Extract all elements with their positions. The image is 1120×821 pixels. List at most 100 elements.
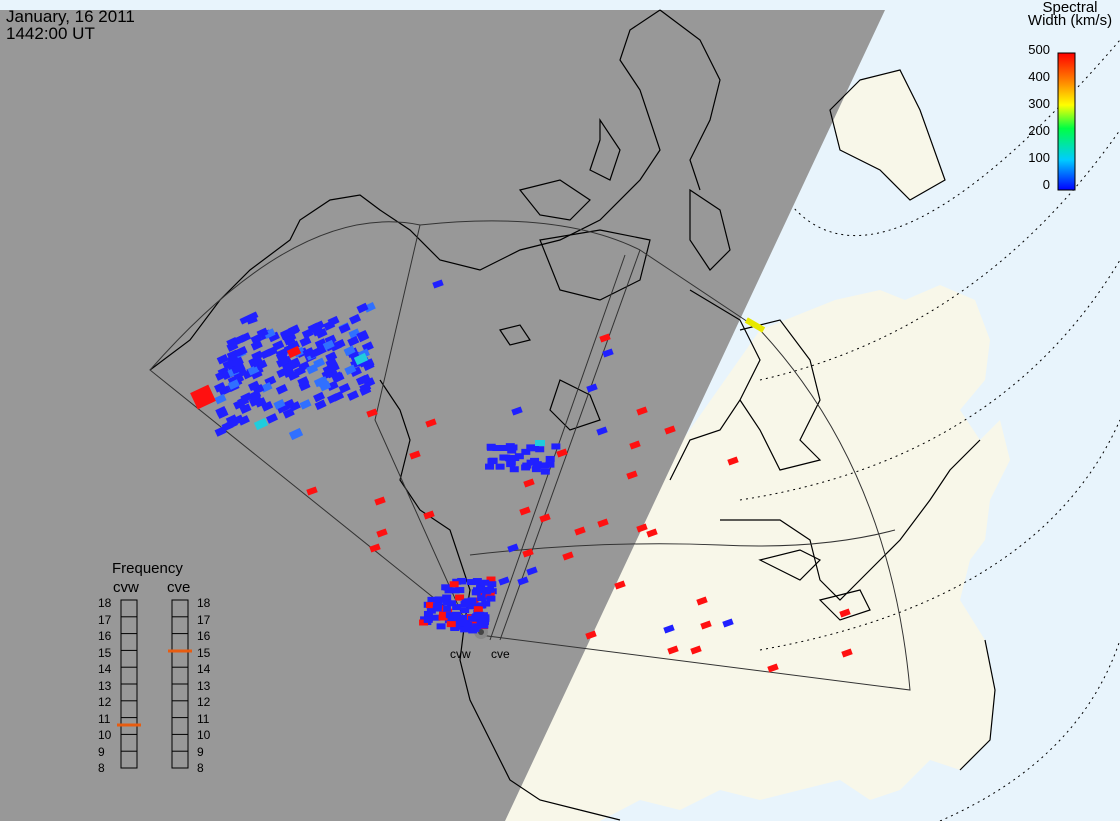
echo-cell [492,445,502,452]
echo-cell [486,576,496,583]
echo-cell [629,440,641,450]
echo-cell [480,579,490,586]
echo-cell [315,328,328,339]
echo-cell [767,663,779,673]
echo-cell [482,588,492,595]
echo-cell [526,566,538,576]
echo-cell [434,596,444,603]
echo-cell [280,328,293,340]
echo-cell [247,380,261,392]
echo-cell [376,528,388,538]
echo-cell [299,399,312,410]
echo-cell [436,623,446,630]
echo-cell [374,496,386,506]
echo-cell [313,376,326,388]
echo-cell [349,366,362,377]
echo-cell [487,581,497,588]
colorbar [1057,52,1076,191]
frequency-tick-r: 13 [197,678,211,693]
echo-cell [744,317,766,333]
time-label: 1442:00 UT [6,24,95,43]
echo-cell [327,393,340,404]
echo-cell [498,576,510,586]
echo-cell [239,403,252,415]
date-label: January, 16 2011 [6,7,135,26]
echo-cell [426,602,436,609]
echo-cell [539,513,551,523]
echo-cell [472,623,482,630]
echo-cell [442,599,452,606]
echo-cell [325,357,338,369]
echo-cell [450,587,460,594]
echo-cell [467,603,477,610]
echo-cell [727,456,739,466]
echo-cell [690,645,702,655]
echo-cell [722,618,734,628]
frequency-tick-l: 10 [98,728,112,742]
echo-cell [237,415,250,426]
colorbar-tick: 0 [1042,177,1050,192]
echo-cell [433,602,443,609]
colorbar-tick: 400 [1028,69,1050,84]
echo-cell [449,581,459,588]
echo-cell [495,463,505,470]
echo-cell [432,279,444,289]
echo-cell [467,597,477,604]
frequency-tick-r: 14 [197,662,211,676]
frequency-title: Frequency [112,560,183,577]
frequency-tick-l: 15 [98,645,112,660]
echo-cell [363,302,376,313]
echo-cell [190,384,216,410]
nightside [0,10,885,821]
echo-cell [519,506,531,516]
frequency-tick-l: 16 [98,629,112,643]
colorbar-title-line2: Width (km/s) [1027,12,1113,29]
echo-cell [275,350,288,362]
echo-cell [419,619,429,626]
echo-cell [214,393,227,405]
echo-cell [306,363,319,375]
echo-cell [297,376,310,387]
echo-cell [240,392,253,403]
land-dayside [500,285,1010,821]
echo-cell [288,359,301,371]
echo-cell [286,345,302,359]
echo-cell [362,360,375,371]
frequency-tick-r: 15 [197,645,211,660]
echo-cell [505,443,515,450]
echo-cell [327,362,340,373]
echo-cell [427,596,437,603]
echo-cell [233,362,246,374]
echo-cell [664,425,676,435]
echo-cell [260,348,273,360]
echo-cell [233,399,246,410]
echo-cell [423,616,433,623]
echo-cell [247,364,260,376]
echo-cell [444,587,454,594]
echo-cell [222,359,235,370]
echo-cell [226,341,239,352]
echo-cell [256,327,269,339]
frequency-tick-l: 8 [98,761,105,775]
echo-cell [663,624,675,634]
echo-cell [466,579,476,586]
echo-cell [313,391,326,403]
echo-cell [431,614,441,621]
echo-cell [521,448,531,455]
echo-cell [266,413,279,424]
echo-cell [507,543,519,553]
echo-cell [510,455,520,462]
echo-cell [614,580,626,590]
echo-cell [425,418,437,428]
echo-cell [455,587,465,594]
echo-cell [574,526,586,536]
echo-cell [251,350,264,362]
echo-cell [523,478,535,488]
echo-cell [252,384,265,395]
colorbar-gradient [1057,52,1076,191]
echo-cell [276,357,289,368]
echo-cell [359,382,372,393]
echo-cell [585,630,597,640]
echo-cell [480,615,490,622]
echo-cell [522,548,534,558]
